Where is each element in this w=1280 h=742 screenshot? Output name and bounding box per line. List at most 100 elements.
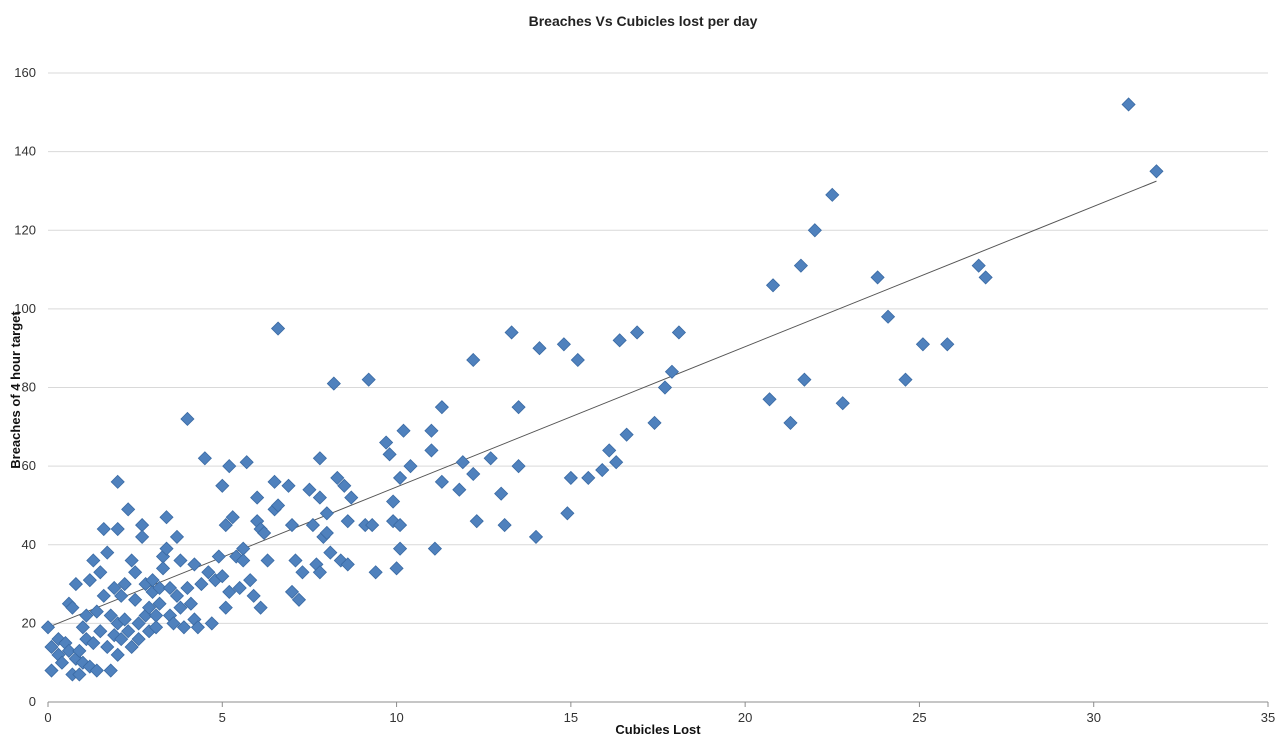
data-point (312, 490, 327, 505)
data-point (403, 459, 418, 474)
data-point (379, 435, 394, 450)
data-point (880, 309, 896, 324)
data-point (392, 470, 408, 485)
data-point (131, 632, 146, 647)
data-point (187, 557, 202, 572)
data-point (246, 588, 261, 603)
data-point (222, 584, 237, 599)
data-point (556, 337, 571, 352)
data-point (114, 588, 129, 603)
data-point (284, 584, 300, 599)
data-point (40, 620, 56, 635)
data-point (51, 632, 66, 647)
axes (47, 701, 1269, 707)
data-point (326, 376, 341, 391)
data-point (183, 596, 198, 611)
data-point (218, 518, 233, 533)
data-point (783, 415, 798, 430)
x-tick-label: 20 (738, 710, 752, 725)
data-point (305, 518, 320, 533)
data-point (169, 529, 185, 544)
data-point (664, 364, 680, 379)
data-point (835, 396, 850, 411)
data-point (96, 588, 111, 603)
data-point (455, 455, 470, 470)
data-point (288, 553, 303, 568)
data-point (382, 447, 397, 462)
data-point (110, 647, 125, 662)
data-point (117, 576, 132, 592)
data-point (870, 270, 885, 285)
data-point (319, 525, 334, 541)
data-point (427, 541, 442, 556)
data-point (595, 462, 610, 478)
data-point (365, 518, 380, 533)
data-point (215, 569, 230, 584)
data-point (483, 451, 498, 466)
data-point (657, 380, 673, 395)
data-point (96, 521, 111, 537)
data-point (44, 639, 59, 655)
data-point (330, 470, 345, 485)
data-point (135, 518, 150, 533)
data-point (511, 400, 526, 415)
data-point (392, 541, 408, 556)
data-point (466, 466, 481, 482)
data-point (612, 333, 627, 348)
data-point (647, 415, 662, 430)
data-point (117, 612, 132, 627)
data-point (180, 580, 195, 596)
data-point (807, 223, 822, 238)
data-point (166, 616, 181, 631)
data-point (396, 423, 411, 438)
data-point (281, 478, 296, 493)
data-point (145, 573, 160, 588)
data-point (89, 663, 104, 678)
data-point (267, 474, 282, 489)
data-point (86, 553, 101, 568)
data-point (243, 573, 258, 588)
data-point (257, 525, 272, 541)
data-point (110, 474, 125, 489)
y-tick-label: 0 (29, 694, 36, 709)
data-point (128, 592, 143, 607)
x-tick-label: 25 (912, 710, 926, 725)
data-point (232, 580, 247, 596)
data-point (152, 580, 167, 596)
data-point (194, 576, 209, 592)
data-point (211, 549, 226, 564)
gridlines (48, 72, 1268, 624)
data-point (93, 565, 108, 580)
data-point (239, 455, 254, 470)
data-point (469, 514, 484, 529)
data-point (103, 608, 118, 623)
data-point (260, 553, 275, 568)
data-point (75, 620, 90, 635)
x-tick-label: 15 (564, 710, 578, 725)
data-point (494, 486, 509, 501)
data-point (89, 604, 104, 619)
data-point (110, 521, 125, 537)
trendline (47, 180, 1157, 628)
data-point (86, 635, 101, 651)
data-point (152, 596, 167, 611)
data-point (511, 459, 526, 474)
data-point (68, 576, 83, 592)
data-point (504, 325, 519, 340)
data-point (155, 561, 171, 576)
data-point (793, 258, 808, 273)
data-point (389, 561, 404, 576)
x-tick-label: 0 (44, 710, 51, 725)
y-axis-label: Breaches of 4 hour target (8, 311, 23, 469)
data-point (532, 341, 547, 356)
data-point (159, 510, 174, 525)
data-point (570, 352, 585, 368)
data-point (671, 325, 686, 340)
data-point (176, 620, 192, 635)
data-point (312, 565, 327, 580)
data-point (978, 270, 993, 285)
y-tick-label: 100 (14, 301, 36, 316)
y-tick-label: 80 (22, 380, 36, 395)
y-tick-label: 140 (14, 144, 36, 159)
data-point (424, 423, 439, 438)
